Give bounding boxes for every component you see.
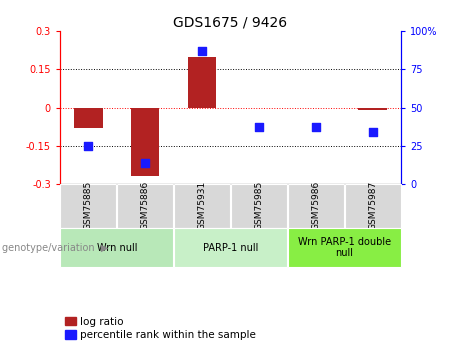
Text: GSM75886: GSM75886 bbox=[141, 181, 150, 230]
Bar bbox=[288, 184, 343, 228]
Bar bbox=[231, 184, 287, 228]
Point bbox=[142, 160, 149, 165]
Bar bbox=[174, 228, 287, 267]
Title: GDS1675 / 9426: GDS1675 / 9426 bbox=[173, 16, 288, 30]
Bar bbox=[358, 108, 387, 110]
Text: GSM75931: GSM75931 bbox=[198, 181, 207, 230]
Text: GSM75986: GSM75986 bbox=[311, 181, 320, 230]
Bar bbox=[74, 108, 102, 128]
Text: GSM75985: GSM75985 bbox=[254, 181, 263, 230]
Bar bbox=[131, 108, 160, 176]
Bar bbox=[118, 184, 173, 228]
Bar bbox=[60, 184, 116, 228]
Text: Wrn PARP-1 double
null: Wrn PARP-1 double null bbox=[298, 237, 391, 258]
Bar bbox=[60, 228, 173, 267]
Text: genotype/variation  ▶: genotype/variation ▶ bbox=[2, 243, 109, 253]
Bar bbox=[174, 184, 230, 228]
Text: GSM75987: GSM75987 bbox=[368, 181, 377, 230]
Point bbox=[198, 48, 206, 54]
Text: Wrn null: Wrn null bbox=[96, 243, 137, 253]
Bar bbox=[188, 57, 216, 108]
Point bbox=[312, 125, 319, 130]
Bar bbox=[288, 228, 401, 267]
Text: PARP-1 null: PARP-1 null bbox=[203, 243, 258, 253]
Point bbox=[369, 129, 376, 135]
Text: GSM75885: GSM75885 bbox=[84, 181, 93, 230]
Legend: log ratio, percentile rank within the sample: log ratio, percentile rank within the sa… bbox=[65, 317, 255, 340]
Point bbox=[255, 125, 263, 130]
Bar bbox=[345, 184, 401, 228]
Point bbox=[85, 143, 92, 148]
